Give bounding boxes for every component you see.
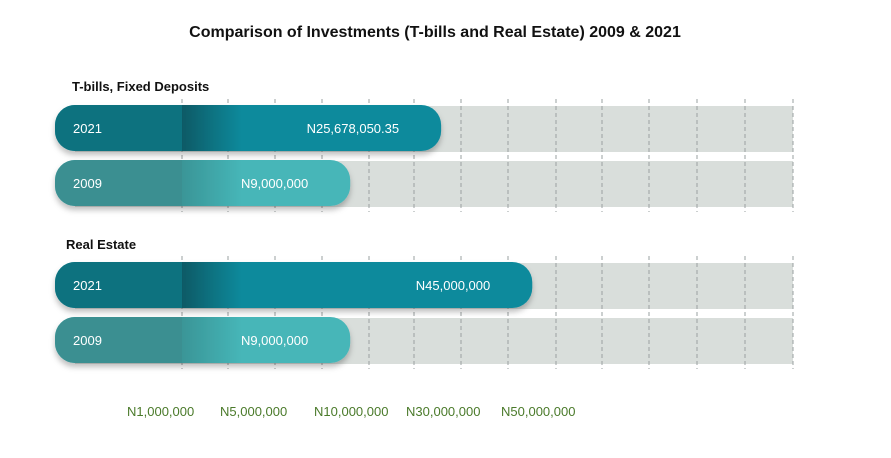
bar-real-estate-2009	[55, 317, 351, 363]
year-label: 2009	[73, 333, 102, 348]
labels: T-bills, Fixed Deposits 2021 N25,678,050.3…	[66, 79, 490, 348]
bar-shade	[182, 105, 242, 151]
x-tick-label: N10,000,000	[314, 404, 388, 419]
value-label: N25,678,050.35	[307, 121, 400, 136]
bar-cap	[55, 317, 182, 363]
bar-t-bills-fixed-deposits-2021	[55, 105, 442, 151]
year-label: 2021	[73, 121, 102, 136]
bar-cap	[55, 160, 182, 206]
group-label: T-bills, Fixed Deposits	[72, 79, 209, 94]
x-tick-label: N1,000,000	[127, 404, 194, 419]
chart-title: Comparison of Investments (T-bills and R…	[189, 24, 681, 41]
bar-shade	[182, 317, 242, 363]
bar-shade	[182, 262, 242, 308]
x-axis-ticks: N1,000,000 N5,000,000 N10,000,000 N30,000,0…	[127, 404, 575, 419]
value-label: N9,000,000	[241, 176, 308, 191]
bar-cap	[55, 105, 182, 151]
year-label: 2009	[73, 176, 102, 191]
bar-shade	[182, 160, 242, 206]
x-tick-label: N5,000,000	[220, 404, 287, 419]
group-label: Real Estate	[66, 237, 136, 252]
x-tick-label: N50,000,000	[501, 404, 575, 419]
bars	[55, 105, 533, 363]
year-label: 2021	[73, 278, 102, 293]
value-label: N9,000,000	[241, 333, 308, 348]
bar-t-bills-fixed-deposits-2009	[55, 160, 351, 206]
bar-cap	[55, 262, 182, 308]
value-label: N45,000,000	[416, 278, 490, 293]
bar-real-estate-2021	[55, 262, 533, 308]
x-tick-label: N30,000,000	[406, 404, 480, 419]
